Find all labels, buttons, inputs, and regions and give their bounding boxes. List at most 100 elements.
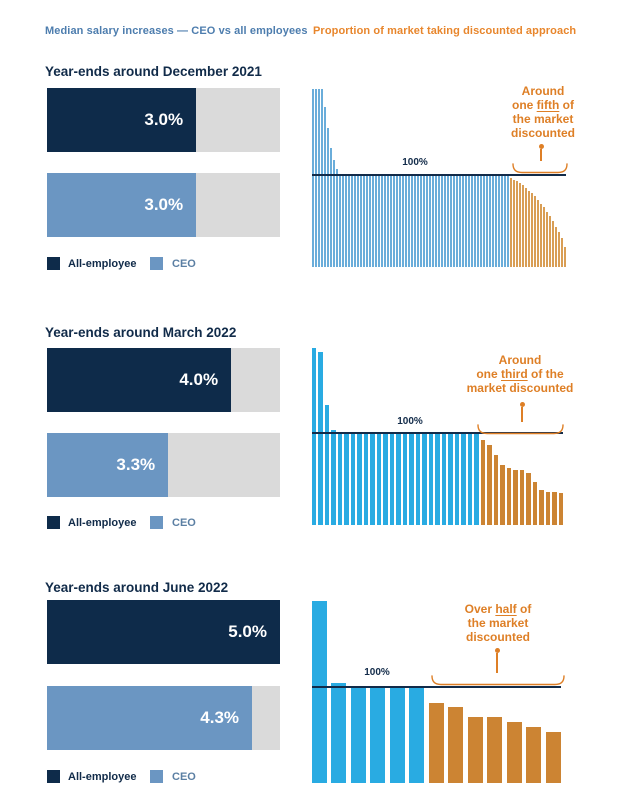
market-bar [422,175,425,267]
market-bar [428,433,433,525]
market-bar [353,175,356,267]
market-bar [314,89,317,267]
market-bar-discounted [515,181,518,267]
market-bar [435,433,440,525]
market-bar [374,175,377,267]
annotation-bracket [512,161,568,174]
market-bar-discounted [487,716,502,783]
market-bar-discounted [533,196,536,267]
market-bar [449,175,452,267]
salary-value-label: 3.0% [144,110,184,129]
market-bar [317,89,320,267]
market-bar [461,175,464,267]
market-bar [454,433,459,525]
market-bar [344,433,349,525]
legend-label-ceo: CEO [172,517,196,529]
salary-bar-track: 3.3% [47,433,280,497]
market-bar [503,175,506,267]
market-bar [332,160,335,267]
market-bar-discounted [467,716,483,783]
market-bar [473,175,476,267]
annotation-line: discounted [465,630,530,644]
legend-swatch-all-employee [47,516,60,529]
market-bar-discounted [545,732,561,783]
legend-swatch-ceo [150,770,163,783]
annotation-text: Around one third of the market discounted [450,353,590,395]
annotation-line: Around [521,84,565,98]
market-bar [488,175,491,267]
market-bar [370,433,375,525]
market-bar [491,175,494,267]
market-bar [329,148,332,267]
salary-bar-ceo [47,686,253,750]
legend-label-ceo: CEO [172,771,196,783]
salary-bar-all-employee [47,348,232,412]
market-bar-discounted [548,216,551,267]
market-bar [437,175,440,267]
market-bar [428,175,431,267]
annotation-stem [496,653,498,673]
market-bar [350,687,366,783]
annotation-dot [519,401,525,407]
market-bar-discounted [526,727,541,783]
market-bar [323,106,326,267]
salary-value-label: 4.3% [200,708,240,727]
market-bar [467,175,470,267]
market-bar-discounted [551,221,554,267]
market-bar [476,175,479,267]
annotation-stem [521,407,523,422]
market-bar-discounted [506,467,511,525]
market-bar [392,175,395,267]
market-bar [338,175,341,267]
market-bar-discounted [509,177,512,267]
legend-label-ceo: CEO [172,258,196,270]
salary-bar-all-employee [47,600,280,664]
market-bar [363,433,368,525]
legend-label-all-employee: All-employee [68,258,137,270]
market-bar [376,433,381,525]
market-bar-discounted [539,203,542,267]
market-bar [467,433,472,525]
market-bar [446,175,449,267]
salary-value-label: 3.0% [144,195,184,214]
market-bar [359,175,362,267]
salary-bar-ceo [47,433,169,497]
market-bar [419,175,422,267]
market-bar [425,175,428,267]
annotation-line: the market [512,112,574,126]
market-bar [413,175,416,267]
market-bar [347,175,350,267]
market-bar-discounted [552,491,557,525]
market-bar [326,128,329,267]
salary-value-label: 5.0% [228,622,267,641]
market-bar [482,175,485,267]
market-bar [434,175,437,267]
market-bar [350,175,353,267]
market-bar [389,175,392,267]
market-distribution-chart [311,83,566,267]
market-bar-discounted [513,469,518,525]
market-bar-discounted [536,199,539,267]
section-title: Year-ends around March 2022 [45,325,237,340]
salary-bar-track: 3.0% [47,173,280,237]
market-bar [311,348,316,525]
market-bar-discounted [448,707,463,783]
market-bar-discounted [500,465,505,525]
legend-label-all-employee: All-employee [68,517,137,529]
market-bar-discounted [563,246,566,267]
market-bar [386,175,389,267]
market-bar-discounted [545,211,548,267]
hundred-percent-label: 100% [364,667,390,678]
left-column-header: Median salary increases — CEO vs all emp… [45,25,308,37]
market-bar [341,175,344,267]
market-bar-discounted [557,232,560,267]
market-bar [368,175,371,267]
hundred-percent-line [311,174,566,176]
market-bar [494,175,497,267]
salary-bar-all-employee [47,88,197,152]
market-bar [344,175,347,267]
annotation-dot [494,647,500,653]
market-distribution-chart [311,591,561,783]
market-bar [402,433,407,525]
